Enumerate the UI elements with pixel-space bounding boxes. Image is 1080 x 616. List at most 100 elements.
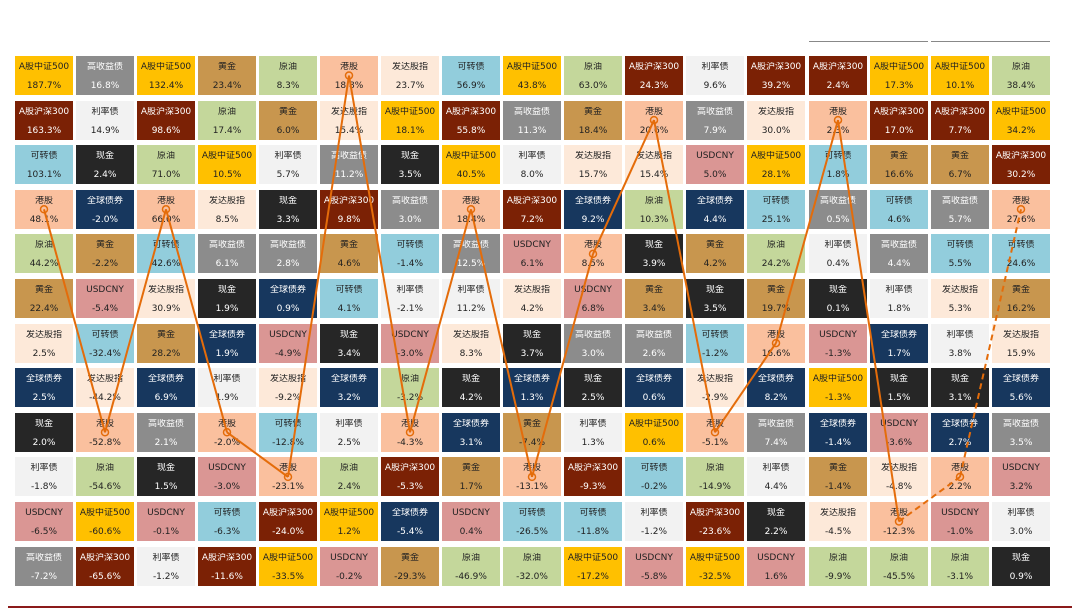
asset-name: 原油 xyxy=(34,240,53,251)
asset-cell: 原油 -3.2% xyxy=(381,368,439,408)
asset-cell: 原油 -46.9% xyxy=(442,546,500,586)
asset-return: 1.9% xyxy=(215,348,239,359)
asset-return: 0.4% xyxy=(826,259,850,270)
asset-return: 11.2% xyxy=(334,170,364,181)
asset-cell: 港股 -13.1% xyxy=(503,457,561,497)
asset-cell: 高收益债 7.4% xyxy=(747,412,805,452)
asset-cell: 全球债券 0.6% xyxy=(625,368,683,408)
asset-return: 11.2% xyxy=(456,304,486,314)
asset-cell: A股中证500 -33.5% xyxy=(259,546,317,586)
asset-name: USDCNY xyxy=(513,240,551,251)
asset-return: 3.5% xyxy=(398,170,422,181)
asset-name: 可转债 xyxy=(457,62,485,72)
asset-name: 原油 xyxy=(217,106,236,117)
asset-name: 原油 xyxy=(889,552,908,563)
asset-return: -12.3% xyxy=(883,527,915,537)
asset-cell: 黄金 16.2% xyxy=(992,279,1050,318)
asset-name: USDCNY xyxy=(941,508,979,518)
asset-return: -2.9% xyxy=(701,393,729,404)
asset-name: 可转债 xyxy=(885,195,913,206)
asset-return: 34.2% xyxy=(1006,125,1036,136)
asset-name: 高收益债 xyxy=(941,195,978,206)
asset-cell: A股沪深300 39.2% xyxy=(747,56,805,95)
asset-return: 10.3% xyxy=(639,214,669,225)
asset-return: 24.6% xyxy=(1006,259,1036,270)
asset-name: A股中证500 xyxy=(506,62,558,72)
asset-cell: 现金 3.5% xyxy=(381,145,439,185)
asset-name: USDCNY xyxy=(269,329,307,340)
asset-name: 原油 xyxy=(278,62,297,72)
asset-return: -11.8% xyxy=(577,527,609,537)
asset-name: 原油 xyxy=(583,62,602,72)
asset-return: 4.1% xyxy=(337,304,361,314)
asset-name: 原油 xyxy=(156,151,175,162)
asset-return: 20.6% xyxy=(639,125,669,136)
asset-return: 8.3% xyxy=(459,348,483,359)
asset-cell: 发达股指 4.2% xyxy=(503,279,561,318)
asset-cell: 现金 2.0% xyxy=(15,412,73,452)
asset-cell: 现金 3.7% xyxy=(503,323,561,363)
asset-cell: 高收益债 16.8% xyxy=(76,56,134,95)
asset-name: A股沪深300 xyxy=(750,62,802,72)
asset-name: 黄金 xyxy=(461,463,480,474)
asset-return: 6.9% xyxy=(154,393,178,404)
asset-name: 现金 xyxy=(1011,552,1030,563)
asset-cell: 原油 38.4% xyxy=(992,56,1050,95)
asset-return: 5.0% xyxy=(703,170,727,181)
asset-return: -23.1% xyxy=(272,482,304,493)
asset-cell: A股中证500 1.2% xyxy=(320,502,378,541)
asset-cell: USDCNY -3.6% xyxy=(870,412,928,452)
asset-name: 原油 xyxy=(400,374,419,385)
asset-name: 黄金 xyxy=(156,329,175,340)
asset-cell: 全球债券 1.7% xyxy=(870,323,928,363)
asset-cell: 全球债券 0.9% xyxy=(259,279,317,318)
asset-cell: 可转债 25.1% xyxy=(747,189,805,229)
asset-name: 现金 xyxy=(95,151,114,162)
asset-return: -17.2% xyxy=(577,571,609,582)
asset-return: 1.9% xyxy=(215,393,239,404)
asset-name: 现金 xyxy=(400,151,419,162)
asset-cell: 利率债 14.9% xyxy=(76,100,134,140)
asset-cell: 发达股指 15.4% xyxy=(320,100,378,140)
asset-cell: 高收益债 12.5% xyxy=(442,234,500,274)
asset-cell: A股中证500 -60.6% xyxy=(76,502,134,541)
asset-return: 66.0% xyxy=(151,214,181,225)
asset-return: -3.1% xyxy=(946,571,974,582)
asset-cell: USDCNY 3.2% xyxy=(992,457,1050,497)
asset-cell: A股沪深300 -65.6% xyxy=(76,546,134,586)
asset-cell: 可转债 -0.2% xyxy=(625,457,683,497)
asset-return: -44.2% xyxy=(89,393,121,404)
asset-cell: 全球债券 2.5% xyxy=(15,368,73,408)
asset-name: 可转债 xyxy=(946,240,974,251)
asset-cell: 高收益债 7.9% xyxy=(686,100,744,140)
asset-return: 15.4% xyxy=(334,125,364,136)
asset-return: 7.7% xyxy=(948,125,972,136)
asset-return: 15.4% xyxy=(639,170,669,181)
asset-return: -3.6% xyxy=(885,437,913,448)
asset-cell: 发达股指 -4.8% xyxy=(870,457,928,497)
asset-name: USDCNY xyxy=(757,552,795,563)
asset-name: 全球债券 xyxy=(880,329,917,340)
asset-name: A股沪深300 xyxy=(384,463,436,474)
asset-return: 23.7% xyxy=(395,81,425,91)
asset-cell: 可转债 -11.8% xyxy=(564,502,622,541)
asset-return: 2.5% xyxy=(32,348,56,359)
asset-cell: A股沪深300 -24.0% xyxy=(259,502,317,541)
asset-return: 6.0% xyxy=(276,125,300,136)
asset-return: 24.3% xyxy=(639,81,669,91)
asset-cell: 现金 2.4% xyxy=(76,145,134,185)
asset-name: A股沪深300 xyxy=(628,62,680,72)
asset-cell: 可转债 24.6% xyxy=(992,234,1050,274)
asset-name: 黄金 xyxy=(1011,285,1030,295)
asset-name: 现金 xyxy=(156,463,175,474)
asset-name: 原油 xyxy=(705,463,724,474)
asset-return: 3.8% xyxy=(948,348,972,359)
asset-cell: USDCNY -1.3% xyxy=(809,323,867,363)
asset-name: 利率债 xyxy=(91,106,119,117)
asset-name: 全球债券 xyxy=(819,418,856,429)
asset-cell: 原油 24.2% xyxy=(747,234,805,274)
asset-name: A股沪深300 xyxy=(812,62,864,72)
asset-name: USDCNY xyxy=(696,151,734,162)
asset-return: 2.5% xyxy=(337,437,361,448)
asset-return: -5.4% xyxy=(91,304,119,314)
